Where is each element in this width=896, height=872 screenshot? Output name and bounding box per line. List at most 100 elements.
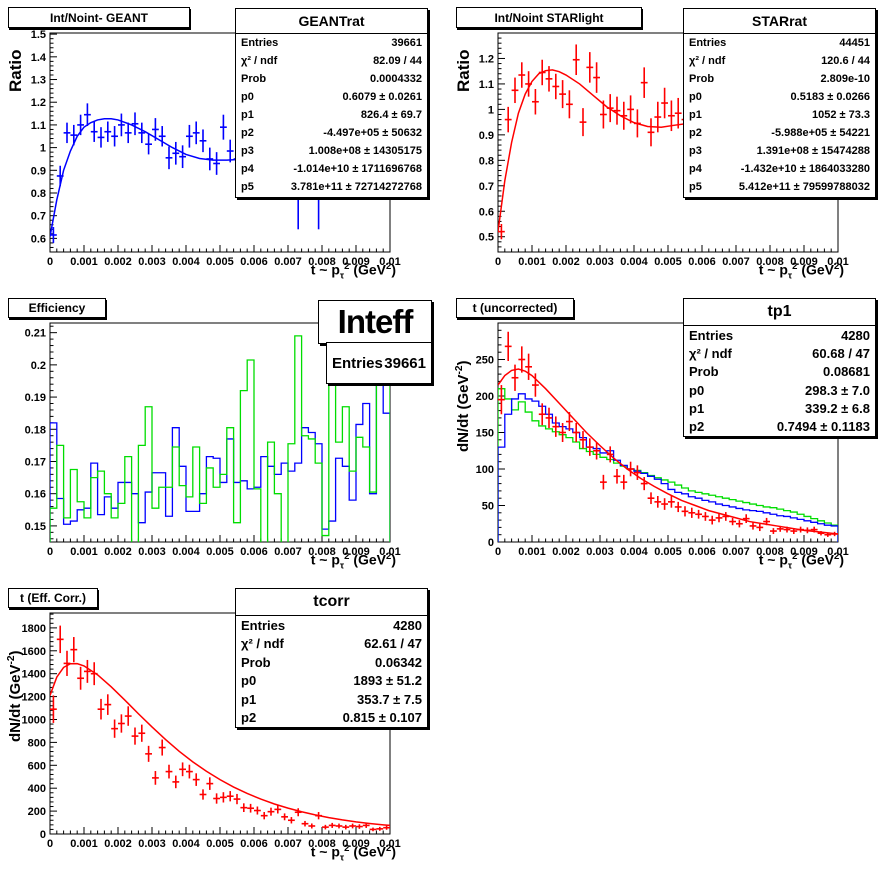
x-tick-label: 0.006	[688, 256, 716, 268]
stat-row: p0 298.3 ± 7.0	[689, 384, 870, 397]
y-tick-label: 200	[28, 806, 46, 818]
stat-label: χ² / ndf	[241, 636, 284, 652]
x-tick-label: 0.008	[756, 546, 784, 558]
y-tick-label: 0.15	[25, 521, 46, 533]
stat-value: 0.815 ± 0.107	[342, 710, 422, 726]
stat-label: p1	[241, 108, 254, 121]
stat-row: χ² / ndf 120.6 / 44	[689, 54, 870, 67]
y-tick-label: 1800	[22, 623, 46, 635]
y-tick-label: 0	[488, 537, 494, 549]
x-tick-label: 0.01	[827, 546, 848, 558]
stat-value: 62.61 / 47	[364, 636, 422, 652]
pave-title-inteff: Inteff	[318, 300, 432, 344]
stat-value: 0.5183 ± 0.0266	[790, 90, 870, 103]
stat-value: 0.7494 ± 0.1183	[776, 419, 870, 435]
y-tick-label: 0	[40, 829, 46, 841]
x-tick-label: 0.003	[138, 838, 166, 850]
stats-box-tcorr: tcorr Entries 4280 χ² / ndf 62.61 / 47 Prob 0.…	[235, 588, 428, 728]
y-tick-label: 1.1	[479, 79, 494, 91]
t-corrected-points	[50, 625, 390, 832]
y-tick-label: 0.16	[25, 489, 46, 501]
x-tick-label: 0.002	[552, 256, 580, 268]
stat-row: p1 339.2 ± 6.8	[689, 402, 870, 415]
x-tick-label: 0	[47, 256, 53, 268]
stat-label: p2	[689, 127, 702, 140]
pad-geant-ratio: 0 0.001 0.002 0.003 0.004 0.005 0.006 0.007 0.00…	[0, 0, 448, 290]
x-tick-label: 0.009	[790, 546, 818, 558]
stat-row: p4 -1.432e+10 ± 1864033280	[689, 164, 870, 175]
stat-value: 4280	[841, 327, 870, 343]
stat-row: Entries 4280	[689, 329, 870, 342]
y-tick-label: 1.4	[31, 52, 47, 64]
x-tick-label: 0.01	[379, 546, 400, 558]
x-tick-label: 0.002	[104, 546, 132, 558]
stat-row: χ² / ndf 82.09 / 44	[241, 55, 422, 67]
stats-box-inteff: Entries 39661	[326, 342, 432, 384]
y-tick-label: 1	[40, 143, 46, 155]
t-hist-green	[498, 388, 838, 542]
stat-row: p3 1.008e+08 ± 14305175	[241, 146, 422, 157]
x-tick-label: 0.004	[620, 256, 648, 268]
stat-row: p0 0.5183 ± 0.0266	[689, 90, 870, 103]
stat-value: 39661	[391, 36, 422, 49]
stat-label: Entries	[689, 36, 727, 49]
y-tick-label: 0.2	[31, 360, 46, 372]
stat-row: χ² / ndf 62.61 / 47	[241, 637, 422, 650]
stat-row: p0 1893 ± 51.2	[241, 674, 422, 687]
x-tick-label: 0.009	[342, 546, 370, 558]
stat-label: χ² / ndf	[689, 54, 726, 67]
x-tick-label: 0.001	[70, 546, 98, 558]
x-axis-title: t ~ pτ2 (GeV2)	[310, 843, 396, 864]
stat-value: 353.7 ± 7.5	[357, 691, 422, 707]
stat-value: -1.432e+10 ± 1864033280	[740, 163, 870, 176]
y-tick-label: 0.7	[479, 181, 494, 193]
geant-fit-curve	[50, 118, 241, 237]
stat-value: 1.391e+08 ± 15474288	[756, 145, 870, 158]
stat-row: p2 -4.497e+05 ± 50632	[241, 128, 422, 139]
y-tick-label: 0.18	[25, 424, 46, 436]
pad-t-uncorrected: 0 0.001 0.002 0.003 0.004 0.005 0.006 0.007 0.00…	[448, 290, 896, 580]
y-tick-label: 0.7	[31, 211, 46, 223]
stat-label: Entries	[689, 327, 734, 343]
x-tick-label: 0.006	[240, 256, 268, 268]
stat-row: p1 1052 ± 73.3	[689, 109, 870, 121]
stat-row: Prob 0.0004332	[241, 73, 422, 85]
y-tick-label: 0.9	[479, 130, 494, 142]
stat-value: 5.412e+11 ± 79599788032	[738, 181, 870, 194]
efficiency-hist-blue	[50, 380, 390, 542]
y-tick-label: 0.6	[479, 206, 494, 218]
stat-value: 2.809e-10	[820, 72, 870, 85]
stat-label: p0	[689, 90, 702, 103]
y-tick-label: 600	[28, 760, 46, 772]
y-tick-label: 50	[482, 501, 494, 513]
stat-value: 39661	[384, 354, 426, 372]
y-tick-label: 1.3	[31, 75, 46, 87]
stat-row: p2 0.815 ± 0.107	[241, 711, 422, 724]
stat-row: p2 0.7494 ± 0.1183	[689, 420, 870, 433]
pad-t-corrected: 0 0.001 0.002 0.003 0.004 0.005 0.006 0.007 0.00…	[0, 580, 448, 872]
y-tick-label: 0.8	[479, 155, 494, 167]
y-tick-label: 1200	[22, 692, 46, 704]
geant-ratio-points	[50, 103, 322, 243]
starlight-fit-curve	[498, 69, 689, 232]
pave-label-starlight: Int/Noint STARlight	[456, 7, 642, 28]
stat-value: 120.6 / 44	[821, 54, 870, 67]
stat-label: Prob	[689, 364, 719, 380]
stat-label: p2	[689, 419, 705, 435]
x-tick-label: 0.008	[756, 256, 784, 268]
y-axis-title: dN/dt (GeV-2)	[6, 650, 24, 742]
stat-value: 298.3 ± 7.0	[805, 382, 870, 398]
y-axis-title: dN/dt (GeV-2)	[454, 360, 472, 452]
y-tick-label: 1.2	[479, 53, 494, 65]
x-tick-label: 0.007	[274, 256, 302, 268]
t-uncorrected-points	[498, 331, 838, 537]
stat-label: p4	[241, 163, 254, 176]
x-tick-label: 0	[495, 546, 501, 558]
stat-value: 44451	[839, 36, 870, 49]
y-tick-label: 1.5	[31, 29, 46, 41]
y-tick-label: 1	[488, 104, 494, 116]
y-tick-label: 400	[28, 783, 46, 795]
x-tick-label: 0.007	[722, 256, 750, 268]
x-tick-label: 0.003	[138, 256, 166, 268]
pave-label-efficiency: Efficiency	[8, 298, 106, 318]
